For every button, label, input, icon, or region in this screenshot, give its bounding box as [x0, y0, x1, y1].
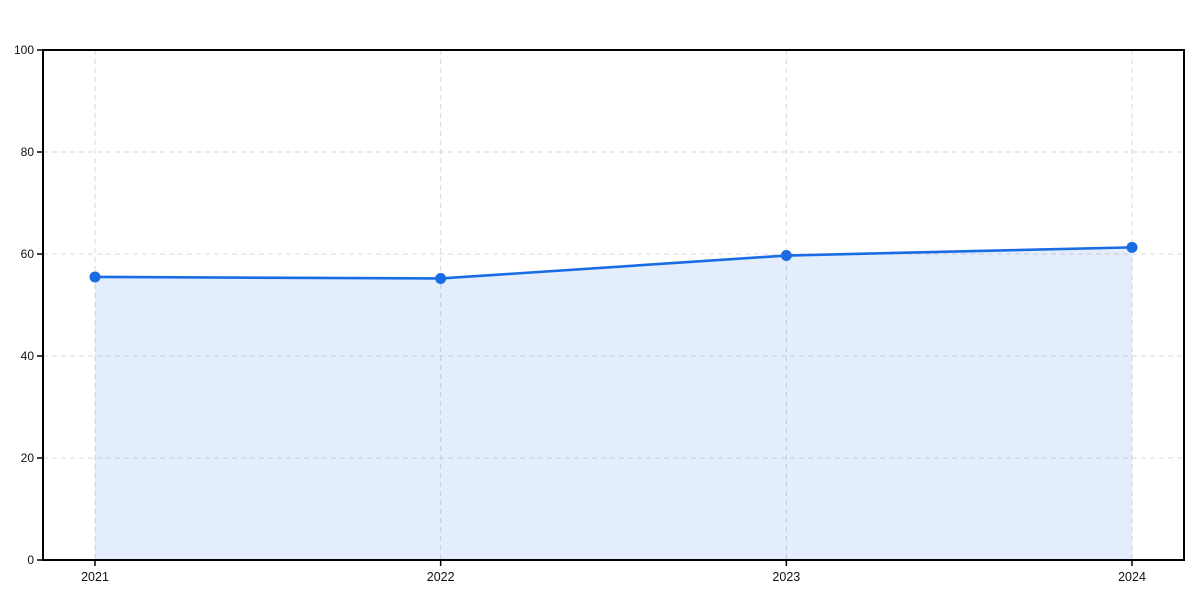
axis-frame: [42, 49, 1185, 561]
y-tick-label: 80: [21, 145, 35, 159]
y-tick-label: 100: [14, 43, 34, 57]
data-point: [89, 271, 101, 283]
x-tick-label: 2024: [1118, 570, 1146, 584]
trend-line: [93, 246, 1134, 280]
data-point: [435, 272, 447, 284]
data-point: [780, 250, 792, 262]
x-tick-label: 2021: [81, 570, 109, 584]
area-fill: [95, 247, 1132, 560]
y-tick-label: 20: [21, 451, 35, 465]
y-tick-label: 40: [21, 349, 35, 363]
y-tick-label: 0: [27, 553, 34, 567]
x-tick-label: 2022: [427, 570, 455, 584]
data-point: [1126, 241, 1138, 253]
y-tick-label: 60: [21, 247, 35, 261]
x-tick-label: 2023: [772, 570, 800, 584]
